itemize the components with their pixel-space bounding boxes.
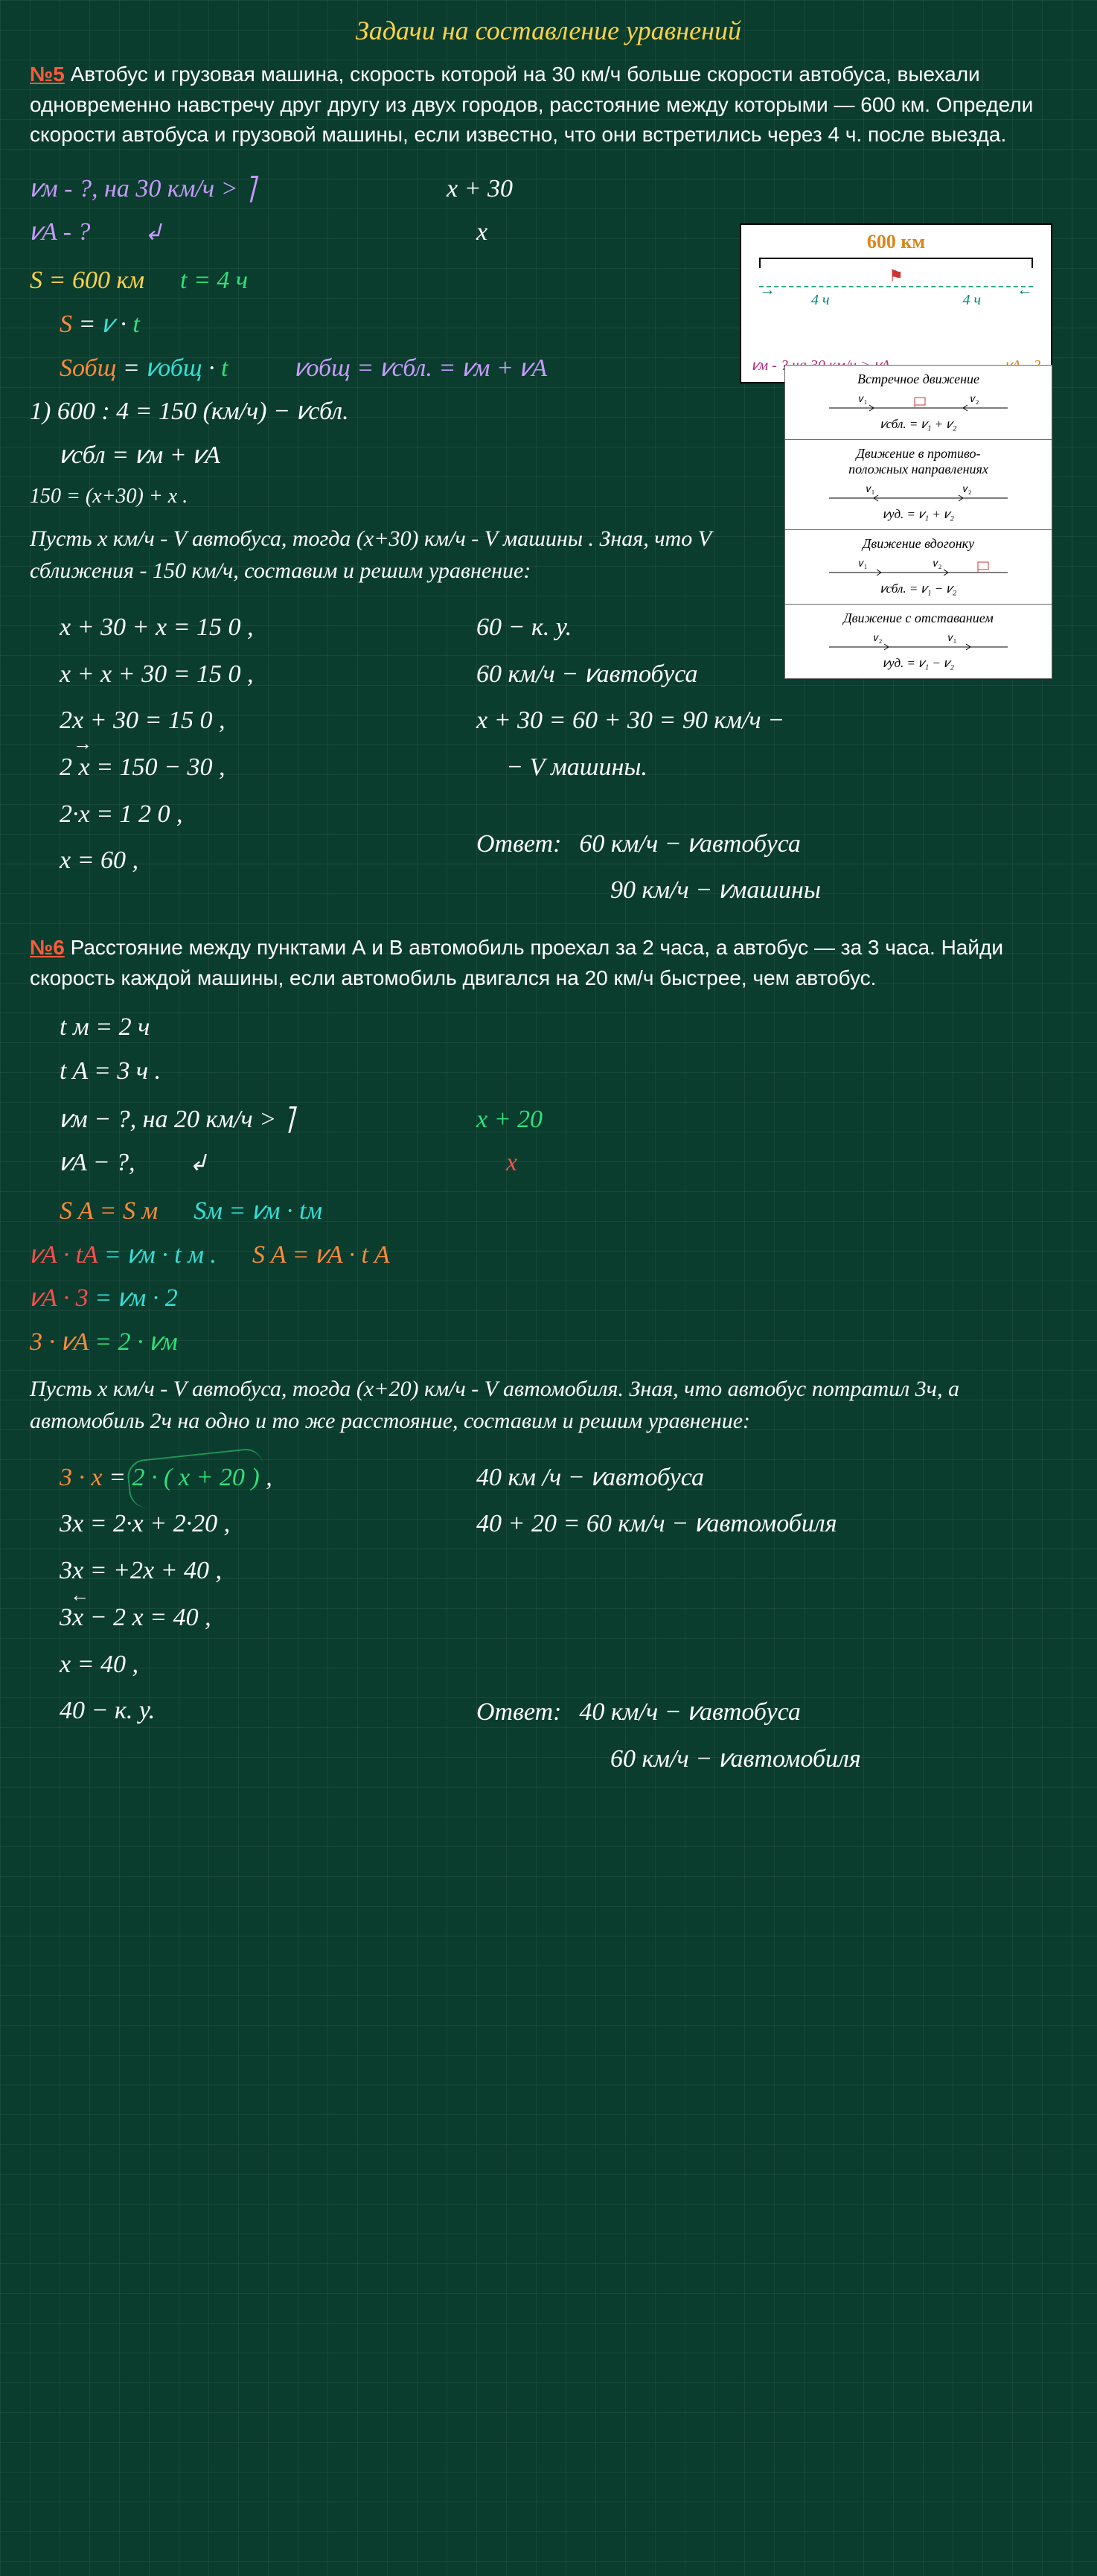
p5-eq-4: 2·x = 1 2 0 , [60, 795, 447, 835]
motion-reference-cards: Встречное движение 𝑣₁𝑣₂ 𝑣сбл. = 𝑣₁ + 𝑣₂ … [784, 365, 1052, 679]
p5-right-calc: x + 30 = 60 + 30 = 90 км/ч − [476, 701, 1067, 741]
p6-intro: Пусть x км/ч - V автобуса, тогда (x+20) … [30, 1373, 1057, 1438]
p5-sobsh-t: t [221, 354, 228, 382]
p6-eq-3: 3x − 2 x = 40 , [60, 1598, 447, 1638]
card-diagram-icon: 𝑣₁ 𝑣₂ [822, 556, 1015, 578]
p5-vobsh: 𝑣общ = 𝑣сбл. = 𝑣м + 𝑣A [295, 354, 548, 382]
svg-text:𝑣₂: 𝑣₂ [874, 633, 883, 644]
p6-va3: 𝑣A · 3 [30, 1284, 89, 1312]
card-title: Движение в противо- положных направления… [793, 446, 1044, 477]
page-title: Задачи на составление уравнений [30, 15, 1067, 46]
p6-va: 𝑣A − ?,↲ [60, 1144, 447, 1183]
p6-eq-5: 40 − к. у. [60, 1692, 447, 1731]
svg-text:𝑣₂: 𝑣₂ [970, 394, 979, 405]
p5-eq-3: 2 x = 150 − 30 , [60, 748, 447, 788]
svt-v: 𝑣 [102, 310, 114, 338]
p6-ta: t A = 3 ч . [30, 1052, 1067, 1091]
p5-sobsh-lhs: Sобщ [60, 354, 116, 382]
card-chase: Движение вдогонку 𝑣₁ 𝑣₂ 𝑣сбл. = 𝑣₁ − 𝑣₂ [785, 529, 1052, 604]
p6-x: x [476, 1144, 1067, 1183]
p5-eq-5: x = 60 , [60, 841, 447, 881]
problem-6-number: №6 [30, 936, 65, 959]
problem-5-text: №5 Автобус и грузовая машина, скорость к… [30, 60, 1057, 150]
svg-text:𝑣₁: 𝑣₁ [866, 484, 874, 495]
problem-6-text: №6 Расстояние между пунктами А и В автом… [30, 933, 1057, 993]
p6-answer-car: 60 км/ч − 𝑣автомобиля [476, 1740, 1067, 1779]
card-title: Встречное движение [793, 372, 1044, 387]
p5-eq-0: x + 30 + x = 15 0 , [60, 608, 447, 648]
card-opposite: Движение в противо- положных направления… [785, 439, 1052, 529]
p5-right-car: − V машины. [476, 748, 1067, 788]
flag-icon: ⚑ [889, 267, 903, 286]
card-title: Движение с отставанием [793, 610, 1044, 626]
problem-5-body: Автобус и грузовая машина, скорость кото… [30, 63, 1033, 146]
problem-5-number: №5 [30, 63, 65, 86]
arrow-right-icon: → [759, 280, 775, 299]
arrow-left-icon: ← [1017, 280, 1033, 299]
card-diagram-icon: 𝑣₁ 𝑣₂ [822, 482, 1015, 504]
card-meeting: Встречное движение 𝑣₁ 𝑣₂ 𝑣сбл. = 𝑣₁ + 𝑣₂ [785, 366, 1052, 439]
p5-eq-1: x + x + 30 = 15 0 , [60, 655, 447, 695]
p6-sa: S A = 𝑣A · t A [252, 1241, 390, 1269]
p5-given-vm: 𝑣м - ?, на 30 км/ч > ⎤ [30, 170, 417, 209]
p6-right-car: 40 + 20 = 60 км/ч − 𝑣автомобиля [476, 1505, 1067, 1544]
svg-text:𝑣₁: 𝑣₁ [859, 394, 867, 405]
p6-sm: Sм = 𝑣м · tм [194, 1197, 322, 1225]
p6-vata-lhs: 𝑣A · tA [30, 1241, 97, 1269]
p5-x30: x + 30 [447, 170, 1067, 209]
svg-text:𝑣₂: 𝑣₂ [933, 558, 942, 570]
card-formula: 𝑣сбл. = 𝑣₁ + 𝑣₂ [793, 417, 1044, 432]
card-diagram-icon: 𝑣₂ 𝑣₁ [822, 631, 1015, 653]
problem-6-body: Расстояние между пунктами А и В автомоби… [30, 936, 1003, 989]
card-lag: Движение с отставанием 𝑣₂ 𝑣₁ 𝑣уд. = 𝑣₁ − … [785, 604, 1052, 678]
p6-tm: t м = 2 ч [30, 1008, 1067, 1048]
p6-eq-0: 3 · x = 2 · ( x + 20 ) , [60, 1458, 447, 1498]
p6-answer: Ответ:40 км/ч − 𝑣автобуса [476, 1693, 1067, 1732]
svt-s: S [60, 310, 72, 338]
p5-intro: Пусть x км/ч - V автобуса, тогда (x+30) … [30, 523, 759, 587]
p6-eq-2: 3x = +2x + 40 , [60, 1552, 447, 1591]
diagram-distance: 600 км [752, 231, 1040, 253]
p6-right-bus: 40 км /ч − 𝑣автобуса [476, 1458, 1067, 1498]
problem-5-diagram: 600 км ⚑ → ← 4 ч 4 ч 𝑣м - ? на 30 км/ч >… [740, 223, 1052, 383]
p5-sobsh-v: 𝑣общ [146, 354, 202, 382]
p6-sa-sm: S A = S м [60, 1197, 158, 1225]
diagram-time-left: 4 ч [811, 292, 830, 309]
svg-text:𝑣₁: 𝑣₁ [948, 633, 956, 644]
p5-given-va: 𝑣A - ?↲ [30, 213, 417, 252]
card-title: Движение вдогонку [793, 536, 1044, 552]
svg-text:𝑣₁: 𝑣₁ [859, 558, 867, 570]
p5-answer-car: 90 км/ч − 𝑣машины [476, 871, 1067, 911]
svg-text:𝑣₂: 𝑣₂ [963, 484, 972, 495]
p5-eq-2: 2x + 30 = 15 0 , [60, 701, 447, 741]
p6-3va: 3 · 𝑣A [30, 1328, 89, 1356]
card-formula: 𝑣уд. = 𝑣₁ − 𝑣₂ [793, 656, 1044, 671]
p5-s: S = 600 км [30, 267, 144, 294]
p6-x20: x + 20 [476, 1100, 1067, 1140]
p6-vm: 𝑣м − ?, на 20 км/ч > ⎤ [60, 1100, 447, 1140]
p5-answer: Ответ:60 км/ч − 𝑣автобуса [476, 825, 1067, 864]
card-formula: 𝑣сбл. = 𝑣₁ − 𝑣₂ [793, 581, 1044, 596]
p5-t: t = 4 ч [180, 267, 248, 294]
p6-eq-1: 3x = 2·x + 2·20 , [60, 1505, 447, 1544]
card-diagram-icon: 𝑣₁ 𝑣₂ [822, 392, 1015, 414]
svt-t: t [132, 310, 139, 338]
diagram-time-right: 4 ч [962, 292, 981, 309]
card-formula: 𝑣уд. = 𝑣₁ + 𝑣₂ [793, 507, 1044, 522]
p6-eq-4: x = 40 , [60, 1645, 447, 1685]
